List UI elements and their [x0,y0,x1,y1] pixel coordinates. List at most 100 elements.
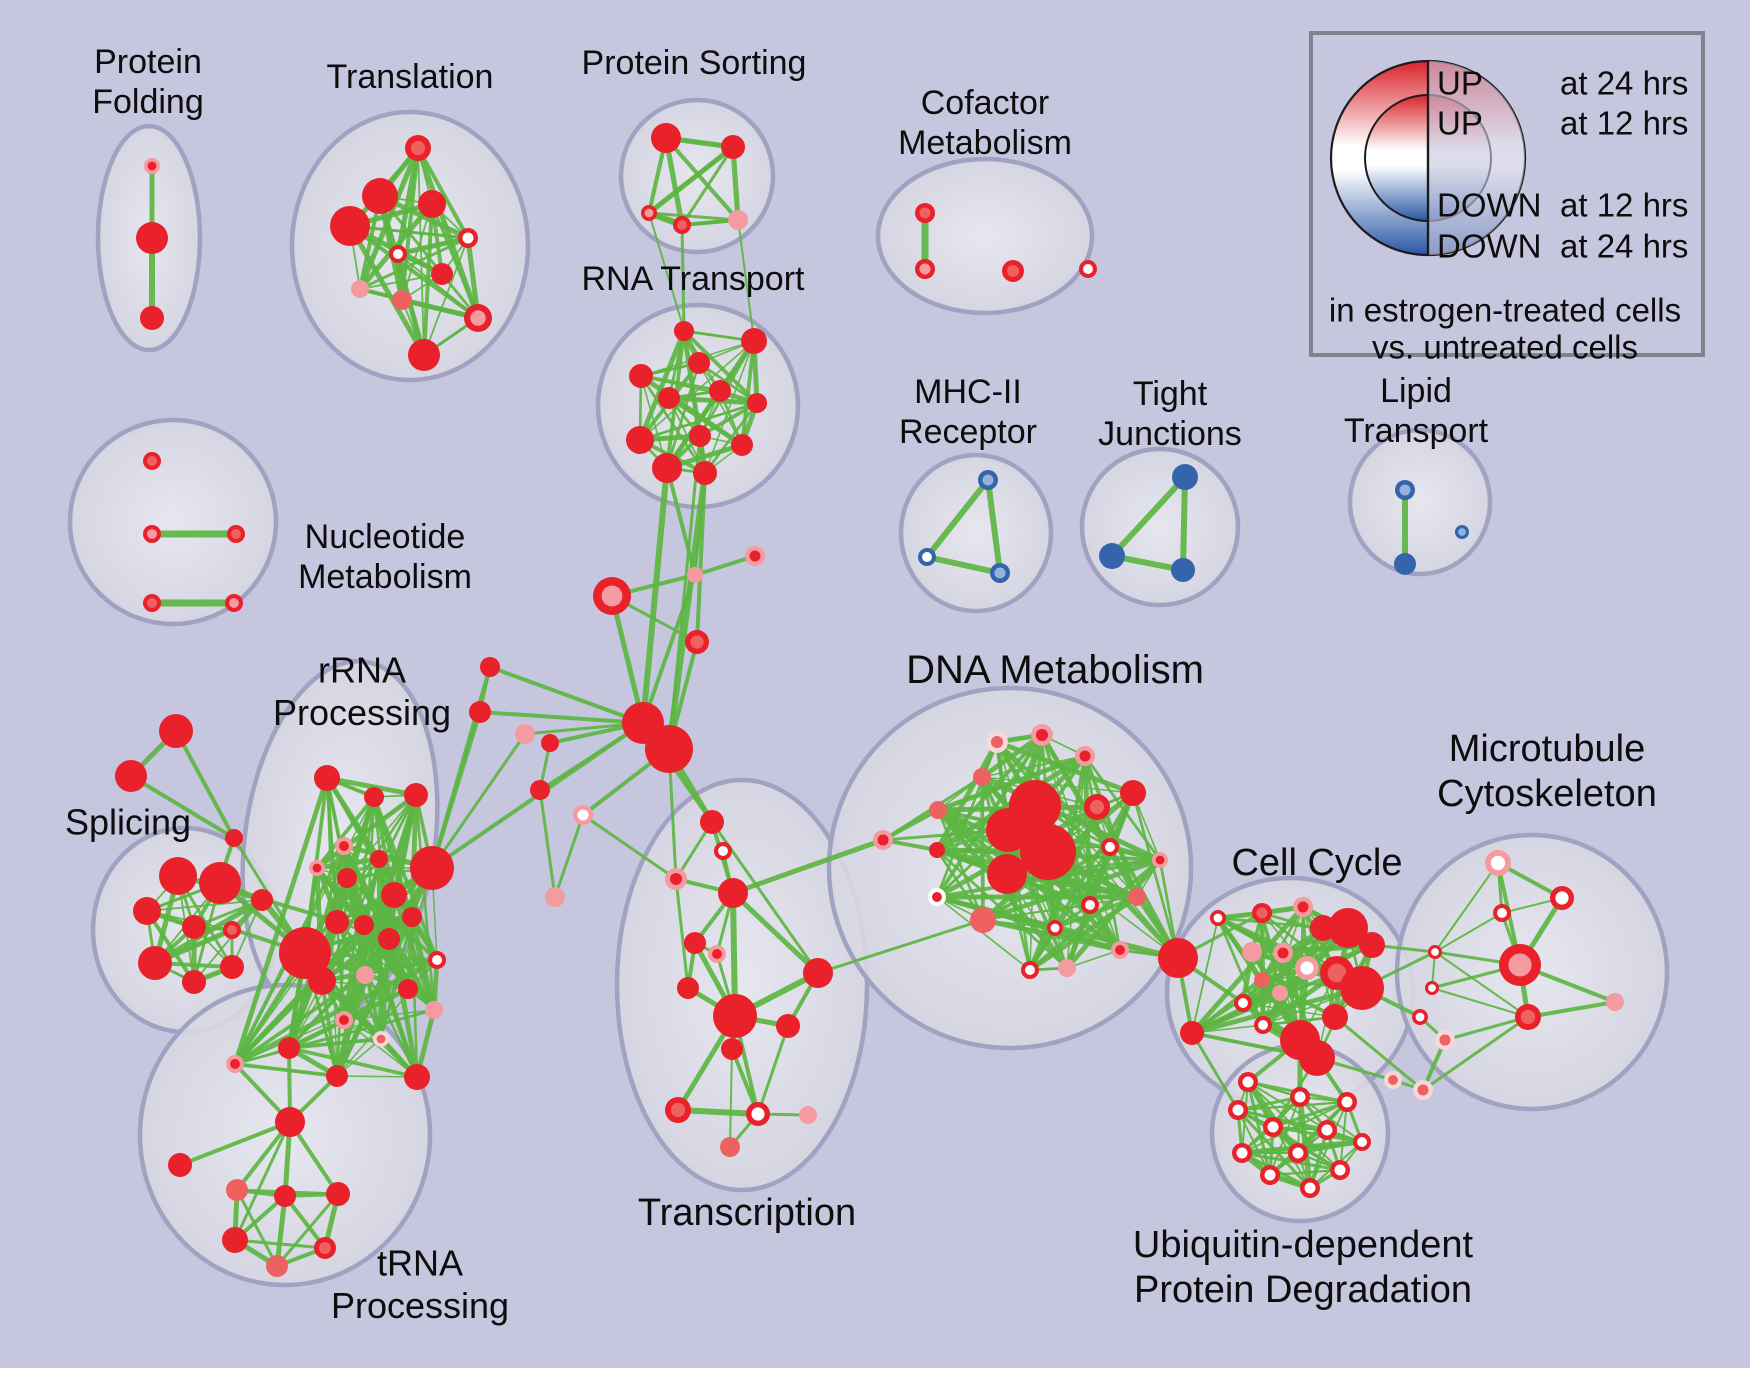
network-node-rrna-processing-ring [354,915,374,935]
network-node-trna-processing-ring [326,1182,350,1206]
legend-time-label-0: at 24 hrs [1560,65,1688,102]
network-node-nucleotide-metabolism-core [147,598,157,608]
network-node-microtubule-cytoskeleton-core [1490,855,1506,871]
network-edge-rna-transport [639,340,755,441]
network-node-backbone [530,780,550,800]
network-node-rna-transport-ring [689,425,711,447]
network-node-transcription-core [670,1102,686,1118]
network-node-ubiquitin-degradation [1228,1100,1248,1120]
network-edge-backbone [1333,1015,1425,1092]
network-edge-backbone [1190,1031,1240,1112]
network-node-microtubule-cytoskeleton [1384,1071,1402,1089]
network-node-ubiquitin-degradation [1300,1178,1320,1198]
network-node-microtubule-cytoskeleton-core [1428,984,1436,992]
network-node-splicing [138,946,172,980]
network-node-cell-cycle [1299,1040,1335,1076]
network-node-ubiquitin-degradation-core [1292,1147,1304,1159]
network-node-backbone [645,725,693,773]
network-edge-trna-processing [233,1238,327,1250]
network-node-transcription [746,1102,770,1126]
network-node-rrna-processing-ring [308,967,336,995]
network-node-transcription [665,868,687,890]
network-node-rrna-processing-ring [337,868,357,888]
network-node-rrna-processing-core [339,841,349,851]
network-node-dna-metabolism [1021,961,1039,979]
network-edge-microtubule-cytoskeleton [1431,987,1529,1018]
network-node-dna-metabolism [986,731,1008,753]
network-edge-cell-cycle [1190,991,1282,1035]
network-node-protein-sorting [651,123,681,153]
network-node-rna-transport-ring [731,434,753,456]
network-node-rrna-processing-core [230,1059,240,1069]
network-node-cell-cycle [1293,897,1313,917]
network-node-trna-processing-ring [275,1107,305,1137]
network-node-cell-cycle-ring [1328,908,1368,948]
network-node-ubiquitin-degradation-core [1232,1104,1244,1116]
network-node-rna-transport [626,426,654,454]
network-node-backbone-ring [515,724,535,744]
network-node-dna-metabolism-core [1085,900,1095,910]
legend-footer-line-0: in estrogen-treated cells [1329,292,1681,329]
network-edge-trna-processing [275,1192,340,1268]
network-node-rrna-processing-ring [425,1001,443,1019]
network-edge-cell-cycle [1216,916,1265,1027]
network-node-backbone [541,734,559,752]
network-node-ubiquitin-degradation [1238,1072,1258,1092]
network-node-translation [418,190,446,218]
network-node-translation [405,135,431,161]
network-node-dna-metabolism [987,854,1027,894]
network-node-nucleotide-metabolism [143,452,161,470]
cluster-label-cofactor-metabolism: Cofactor [921,84,1050,122]
network-node-transcription [665,1097,691,1123]
cluster-label-trna-processing: tRNA [377,1243,463,1284]
network-node-cell-cycle [1322,1004,1348,1030]
network-node-trna-processing [274,1185,296,1207]
network-edge-dna-metabolism [981,755,1086,778]
network-edge-ubiquitin-degradation [1237,1101,1348,1111]
network-edge-transcription [674,877,690,990]
network-node-rrna-processing-ring [398,979,418,999]
network-edge-rna-transport [637,328,687,443]
network-node-cell-cycle [1180,1021,1204,1045]
network-node-dna-metabolism [1084,794,1110,820]
network-node-rrna-processing-ring [364,787,384,807]
network-node-backbone [115,760,147,792]
network-node-rrna-processing [326,1065,348,1087]
network-node-rrna-processing [356,966,374,984]
network-node-cofactor-metabolism-core [1083,264,1093,274]
network-node-rrna-processing [308,967,336,995]
network-edge-rrna-processing [288,1038,382,1049]
network-node-cell-cycle [1242,942,1262,962]
network-node-rrna-processing [398,979,418,999]
network-node-cofactor-metabolism-core [919,263,931,275]
network-node-translation-core [462,232,474,244]
network-node-ubiquitin-degradation-core [1304,1182,1316,1194]
network-edge-rrna-processing [233,973,367,1066]
network-node-trna-processing [222,1227,248,1253]
network-node-transcription-core [712,949,722,959]
network-node-cell-cycle-ring [1299,1040,1335,1076]
network-node-ubiquitin-degradation [1263,1117,1283,1137]
network-node-translation-core [410,140,426,156]
network-node-dna-metabolism [1031,724,1053,746]
network-node-splicing-ring [182,915,206,939]
network-node-rrna-processing [410,846,454,890]
network-node-rrna-processing [314,765,340,791]
network-node-protein-sorting [721,135,745,159]
network-edge-rrna-processing [336,1075,418,1078]
cluster-label-protein-sorting: Protein Sorting [582,44,807,82]
legend-direction-label-1: UP [1437,105,1483,142]
network-node-microtubule-cytoskeleton [1493,904,1511,922]
network-node-dna-metabolism-core [932,892,942,902]
page-margin [0,1368,1750,1376]
network-node-backbone [745,546,765,566]
network-edge-backbone [538,788,557,899]
network-edge-rrna-processing [233,1008,436,1066]
network-edge-rrna-processing [343,1009,435,1021]
network-node-rna-transport [709,380,731,402]
network-edge-rrna-processing [314,856,382,871]
network-node-backbone [469,701,491,723]
network-node-rna-transport-ring [693,461,717,485]
network-edge-trna-processing [233,1120,292,1242]
